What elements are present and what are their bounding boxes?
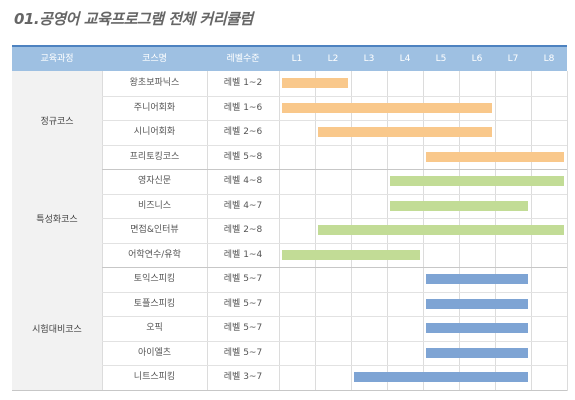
course-level: 레벨 3~7 bbox=[223, 372, 263, 382]
level-bar bbox=[390, 176, 564, 187]
grid-line bbox=[567, 71, 568, 391]
header-cell: L8 bbox=[543, 54, 555, 64]
level-bar bbox=[282, 249, 420, 260]
course-name: 시니어회화 bbox=[133, 127, 176, 137]
course-name: 어학연수/유학 bbox=[128, 249, 181, 260]
level-bar bbox=[318, 127, 492, 138]
grid-line bbox=[102, 71, 103, 391]
page-title: 01.공영어 교육프로그램 전체 커리큘럼 bbox=[14, 10, 253, 28]
row-divider bbox=[102, 120, 567, 121]
group-divider bbox=[12, 389, 567, 391]
course-level: 레벨 2~8 bbox=[223, 225, 263, 235]
header-cell: 교육과정 bbox=[40, 54, 74, 64]
group-label: 정규코스 bbox=[12, 71, 102, 169]
group-label: 특성화코스 bbox=[12, 169, 102, 267]
course-level: 레벨 1~2 bbox=[223, 78, 263, 88]
course-level: 레벨 5~7 bbox=[223, 274, 263, 284]
grid-line bbox=[207, 71, 208, 391]
course-name: 비즈니스 bbox=[137, 200, 172, 211]
course-name: 주니어회화 bbox=[133, 102, 176, 113]
level-bar bbox=[390, 200, 528, 211]
curriculum-table: 교육과정 코스명 레벨수준 L1 L2 L3 L4 L5 L6 L7 L8 정규코스 왕초보파닉스 레벨… bbox=[12, 45, 568, 393]
header-cell: 레벨수준 bbox=[226, 54, 260, 64]
level-bar bbox=[354, 372, 528, 383]
level-bar bbox=[426, 323, 528, 334]
course-name: 오픽 bbox=[146, 323, 163, 333]
course-level: 레벨 2~6 bbox=[223, 127, 263, 137]
level-bar bbox=[426, 274, 528, 285]
row-divider bbox=[102, 291, 567, 293]
row-divider bbox=[102, 242, 567, 244]
course-name: 아이엘츠 bbox=[137, 347, 172, 358]
row-divider bbox=[102, 144, 567, 146]
row-divider bbox=[102, 316, 567, 317]
course-name: 면접&인터뷰 bbox=[130, 225, 179, 235]
level-bar bbox=[318, 225, 564, 236]
grid-line bbox=[315, 71, 316, 391]
course-name: 니트스피킹 bbox=[133, 372, 176, 382]
course-name: 토플스피킹 bbox=[133, 298, 176, 309]
course-level: 레벨 4~7 bbox=[223, 200, 263, 211]
course-name: 왕초보파닉스 bbox=[129, 78, 180, 88]
course-level: 레벨 5~7 bbox=[223, 347, 263, 358]
header-cell: 코스명 bbox=[142, 54, 167, 64]
course-name: 토익스피킹 bbox=[133, 274, 176, 284]
header-cell: L3 bbox=[363, 54, 375, 64]
course-name: 프리토킹코스 bbox=[129, 151, 180, 162]
course-level: 레벨 1~4 bbox=[223, 249, 263, 260]
grid-line bbox=[279, 71, 280, 391]
group-label: 시험대비코스 bbox=[12, 267, 102, 390]
course-name: 영자신문 bbox=[137, 176, 172, 186]
row-divider bbox=[102, 340, 567, 342]
row-divider bbox=[102, 218, 567, 219]
table-header: 교육과정 코스명 레벨수준 L1 L2 L3 L4 L5 L6 L7 L8 bbox=[12, 47, 567, 71]
level-bar bbox=[282, 102, 492, 113]
header-cell: L4 bbox=[399, 54, 411, 64]
course-level: 레벨 5~7 bbox=[223, 323, 263, 333]
row-divider bbox=[102, 365, 567, 366]
level-bar bbox=[426, 347, 528, 358]
course-level: 레벨 5~8 bbox=[223, 151, 263, 162]
course-level: 레벨 4~8 bbox=[223, 176, 263, 186]
group-divider bbox=[12, 267, 567, 268]
row-divider bbox=[102, 95, 567, 97]
header-cell: L2 bbox=[327, 54, 339, 64]
level-bar bbox=[426, 151, 564, 162]
level-bar bbox=[282, 78, 348, 89]
header-cell: L7 bbox=[507, 54, 519, 64]
level-bar bbox=[426, 298, 528, 309]
header-cell: L1 bbox=[291, 54, 303, 64]
header-cell: L5 bbox=[435, 54, 447, 64]
course-level: 레벨 1~6 bbox=[223, 102, 263, 113]
header-cell: L6 bbox=[471, 54, 483, 64]
group-divider bbox=[12, 169, 567, 170]
row-divider bbox=[102, 193, 567, 195]
course-level: 레벨 5~7 bbox=[223, 298, 263, 309]
